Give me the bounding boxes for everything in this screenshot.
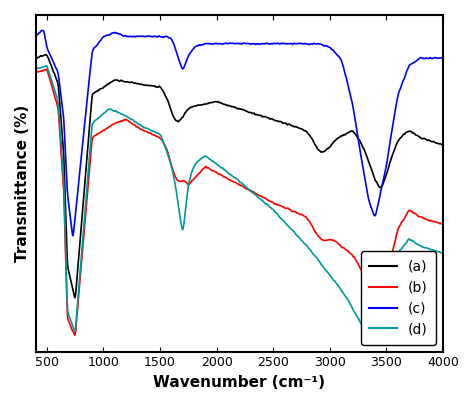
(a) [440, 143, 446, 147]
(c) [39, 28, 45, 33]
(c) [120, 34, 126, 38]
Legend: (a), (b), (c), (d): (a), (b), (c), (d) [361, 251, 436, 345]
Line: (b): (b) [36, 69, 443, 335]
Y-axis label: Transmittance (%): Transmittance (%) [15, 104, 30, 262]
(a) [286, 122, 292, 127]
(b) [279, 204, 285, 209]
(a) [402, 132, 408, 136]
(b) [44, 67, 49, 72]
(c) [33, 34, 38, 39]
(d) [279, 217, 285, 222]
(d) [366, 334, 372, 339]
(a) [147, 83, 153, 88]
(c) [440, 56, 446, 61]
(a) [33, 55, 38, 60]
(d) [33, 67, 38, 72]
(d) [440, 250, 446, 255]
Line: (d): (d) [36, 66, 443, 336]
(c) [70, 233, 76, 238]
(b) [286, 207, 292, 212]
(d) [440, 250, 446, 255]
(a) [279, 120, 285, 125]
(a) [440, 143, 446, 147]
(b) [33, 70, 38, 75]
(c) [286, 41, 292, 46]
(d) [120, 112, 126, 117]
(c) [279, 41, 285, 46]
(b) [72, 333, 78, 338]
(b) [120, 118, 126, 123]
(d) [146, 127, 152, 132]
(b) [402, 215, 408, 220]
(c) [147, 34, 153, 38]
(b) [440, 221, 446, 226]
(a) [43, 52, 49, 57]
(b) [440, 221, 446, 226]
(b) [147, 131, 153, 136]
(d) [43, 63, 49, 68]
(c) [440, 56, 446, 61]
Line: (a): (a) [36, 55, 443, 298]
(a) [72, 295, 78, 300]
Line: (c): (c) [36, 30, 443, 236]
(d) [286, 224, 292, 229]
(c) [402, 75, 408, 80]
(a) [120, 79, 126, 84]
X-axis label: Wavenumber (cm⁻¹): Wavenumber (cm⁻¹) [153, 375, 325, 390]
(d) [402, 242, 408, 247]
